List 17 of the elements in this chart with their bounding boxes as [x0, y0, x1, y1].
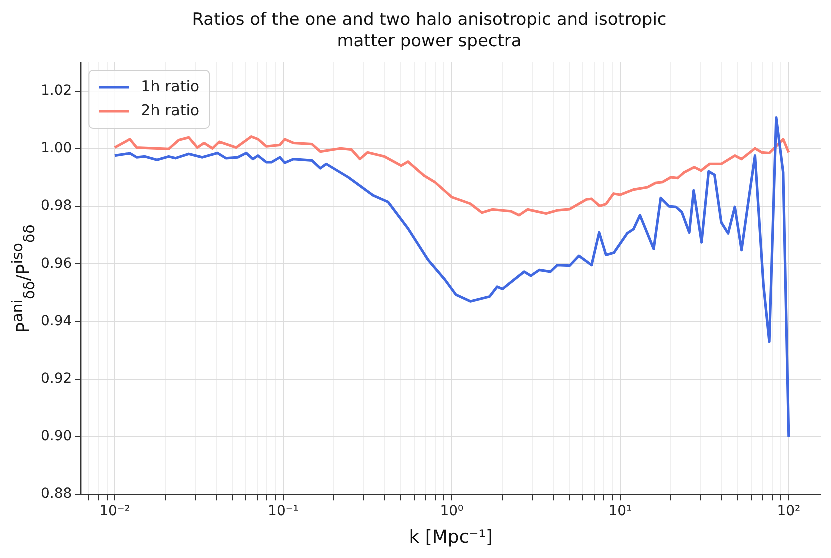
y-tick-label: 0.90: [41, 428, 72, 445]
y-tick-label: 0.92: [41, 371, 72, 388]
chart-title: Ratios of the one and two halo anisotropic and isotropic matter power spectra: [192, 10, 667, 52]
x-tick-label: 10⁻¹: [268, 504, 299, 520]
x-tick-label: 10¹: [608, 504, 632, 520]
y-tick-label: 0.88: [41, 486, 72, 502]
y-tick-label: 0.94: [41, 313, 72, 330]
x-tick-label: 10⁻²: [100, 504, 130, 520]
y-tick-label: 1.02: [41, 82, 72, 99]
legend-label: 1h ratio: [141, 77, 200, 96]
y-tick-label: 0.98: [41, 198, 72, 214]
y-tick-label: 0.96: [41, 256, 72, 272]
x-tick-label: 10²: [777, 504, 801, 520]
y-tick-label: 1.00: [41, 140, 72, 157]
legend-label: 2h ratio: [141, 101, 200, 120]
x-tick-label: 10⁰: [440, 504, 464, 520]
x-axis-title: k [Mpc⁻¹]: [409, 526, 493, 548]
